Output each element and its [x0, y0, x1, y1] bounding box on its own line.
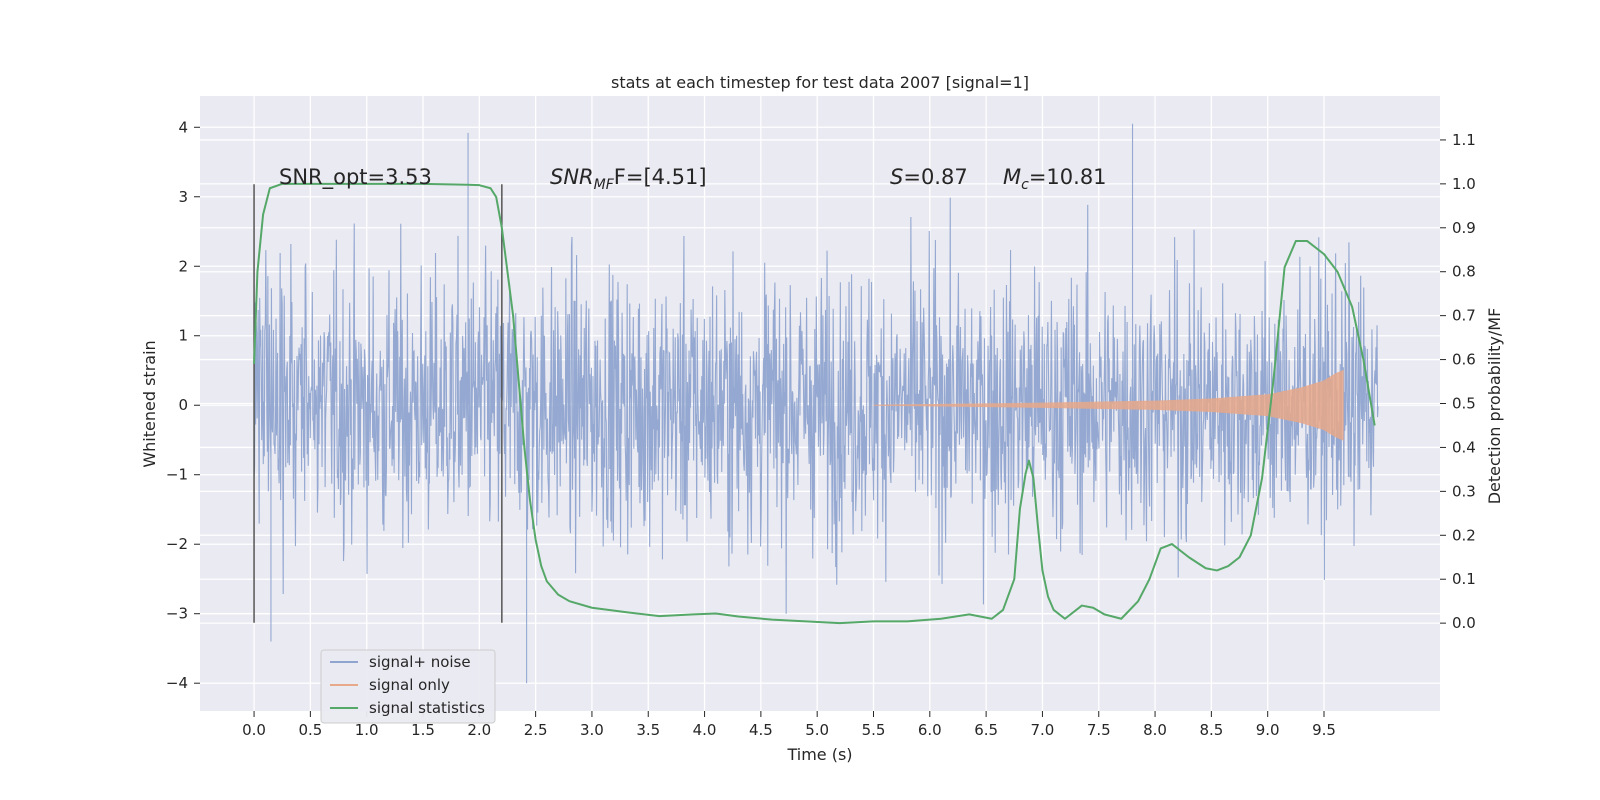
signal-only-envelope — [873, 369, 1344, 441]
x-tick-label: 6.0 — [918, 721, 942, 739]
x-tick-label: 9.0 — [1256, 721, 1280, 739]
y-left-axis-label: Whitened strain — [140, 340, 159, 467]
annotation-mc: Mc=10.81 — [1003, 165, 1107, 193]
signal-noise-line — [253, 123, 1379, 684]
x-tick-label: 1.5 — [411, 721, 435, 739]
y-right-axis-label: Detection probability/MF — [1485, 308, 1504, 505]
x-tick-label: 4.0 — [693, 721, 717, 739]
legend-label-signal-noise: signal+ noise — [369, 653, 471, 671]
x-tick-label: 5.0 — [805, 721, 829, 739]
series-signal-only — [873, 369, 1344, 441]
series-signal-statistics — [253, 182, 1376, 625]
y-right-tick-label: 0.6 — [1452, 351, 1476, 369]
annotation-snr-opt: SNR_opt=3.53 — [279, 165, 432, 190]
x-tick-label: 2.5 — [524, 721, 548, 739]
x-tick-label: 6.5 — [974, 721, 998, 739]
legend-label-signal-statistics: signal statistics — [369, 699, 485, 717]
x-axis-ticks: 0.0 0.5 1.0 1.5 2.0 2.5 3.0 3.5 4.0 4.5 5.0 5.5 6.0 6… — [242, 711, 1336, 739]
x-tick-label: 3.5 — [636, 721, 660, 739]
y-left-tick-label: −3 — [166, 605, 188, 623]
x-tick-label: 0.5 — [298, 721, 322, 739]
chart-title: stats at each timestep for test data 200… — [611, 73, 1029, 92]
x-axis-label: Time (s) — [786, 745, 852, 764]
y-right-tick-label: 1.1 — [1452, 131, 1476, 149]
y-left-tick-label: 4 — [178, 118, 188, 136]
x-tick-label: 7.0 — [1031, 721, 1055, 739]
x-tick-label: 4.5 — [749, 721, 773, 739]
y-right-tick-label: 0.3 — [1452, 482, 1476, 500]
y-right-tick-label: 0.2 — [1452, 526, 1476, 544]
y-right-tick-label: 0.5 — [1452, 395, 1476, 413]
y-right-tick-label: 1.0 — [1452, 175, 1476, 193]
y-left-tick-label: −4 — [166, 674, 188, 692]
legend: signal+ noise signal only signal statist… — [320, 649, 496, 724]
series-signal-plus-noise — [253, 123, 1379, 684]
y-left-tick-label: 1 — [178, 327, 188, 345]
y-left-tick-label: 2 — [178, 257, 188, 275]
legend-box — [320, 649, 496, 724]
y-left-tick-label: −2 — [166, 535, 188, 553]
signal-statistics-line — [253, 182, 1376, 625]
legend-label-signal-only: signal only — [369, 676, 450, 694]
vertical-markers — [253, 184, 503, 623]
x-tick-label: 8.5 — [1199, 721, 1223, 739]
y-left-axis-ticks: 4 3 2 1 0 −1 −2 −3 −4 — [166, 118, 200, 692]
x-tick-label: 1.0 — [355, 721, 379, 739]
y-right-tick-label: 0.0 — [1452, 614, 1476, 632]
x-tick-label: 5.5 — [862, 721, 886, 739]
x-tick-label: 8.0 — [1143, 721, 1167, 739]
y-right-tick-label: 0.9 — [1452, 219, 1476, 237]
x-tick-label: 0.0 — [242, 721, 266, 739]
y-left-tick-label: 3 — [178, 188, 188, 206]
x-tick-label: 2.0 — [467, 721, 491, 739]
y-left-tick-label: 0 — [178, 396, 188, 414]
y-right-tick-label: 0.8 — [1452, 263, 1476, 281]
annotation-s: S=0.87 — [890, 165, 968, 189]
y-right-tick-label: 0.4 — [1452, 438, 1476, 456]
annotation-snr-mf: SNRMFF=[4.51] — [550, 165, 707, 193]
y-right-tick-label: 0.1 — [1452, 570, 1476, 588]
y-right-axis-ticks: 1.1 1.0 0.9 0.8 0.7 0.6 0.5 0.4 0.3 0.2 0.1 0.0 — [1440, 131, 1476, 632]
x-tick-label: 9.5 — [1312, 721, 1336, 739]
y-right-tick-label: 0.7 — [1452, 307, 1476, 325]
y-left-tick-label: −1 — [166, 466, 188, 484]
x-tick-label: 3.0 — [580, 721, 604, 739]
x-tick-label: 7.5 — [1087, 721, 1111, 739]
